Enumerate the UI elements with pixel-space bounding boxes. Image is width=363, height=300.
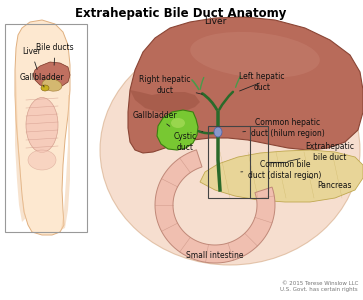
Text: Common hepatic
duct (hilum region): Common hepatic duct (hilum region)	[243, 118, 325, 138]
Text: Liver: Liver	[22, 47, 41, 69]
Bar	[5, 24, 87, 232]
Text: Left hepatic
duct: Left hepatic duct	[239, 72, 285, 92]
Polygon shape	[61, 95, 70, 230]
Text: Gallbladder: Gallbladder	[20, 74, 65, 87]
Ellipse shape	[190, 32, 320, 78]
Bar	[208, 126, 250, 198]
Text: Pancreas: Pancreas	[308, 177, 352, 190]
Text: © 2015 Terese Winslow LLC
U.S. Govt. has certain rights: © 2015 Terese Winslow LLC U.S. Govt. has…	[280, 281, 358, 292]
Text: Right hepatic
duct: Right hepatic duct	[139, 75, 202, 95]
Ellipse shape	[41, 85, 49, 91]
Polygon shape	[15, 70, 26, 222]
Text: Small intestine: Small intestine	[186, 250, 244, 260]
Text: Cystic
duct: Cystic duct	[174, 131, 203, 152]
Ellipse shape	[100, 35, 360, 265]
Polygon shape	[33, 62, 70, 88]
Text: Common bile
duct (distal region): Common bile duct (distal region)	[241, 160, 322, 180]
Text: Liver: Liver	[204, 17, 226, 26]
Polygon shape	[130, 90, 200, 113]
Polygon shape	[15, 20, 70, 235]
Text: Bile ducts: Bile ducts	[36, 44, 74, 65]
Ellipse shape	[214, 127, 222, 137]
Text: Extrahepatic Bile Duct Anatomy: Extrahepatic Bile Duct Anatomy	[75, 7, 287, 20]
Text: Gallbladder: Gallbladder	[133, 110, 177, 126]
Ellipse shape	[42, 79, 62, 91]
Ellipse shape	[171, 118, 185, 128]
Polygon shape	[157, 110, 198, 150]
Ellipse shape	[28, 150, 56, 170]
Polygon shape	[200, 150, 363, 202]
Text: Extrahepatic
bile duct: Extrahepatic bile duct	[288, 142, 355, 162]
Ellipse shape	[26, 98, 58, 152]
Polygon shape	[128, 17, 363, 153]
Polygon shape	[155, 150, 275, 263]
